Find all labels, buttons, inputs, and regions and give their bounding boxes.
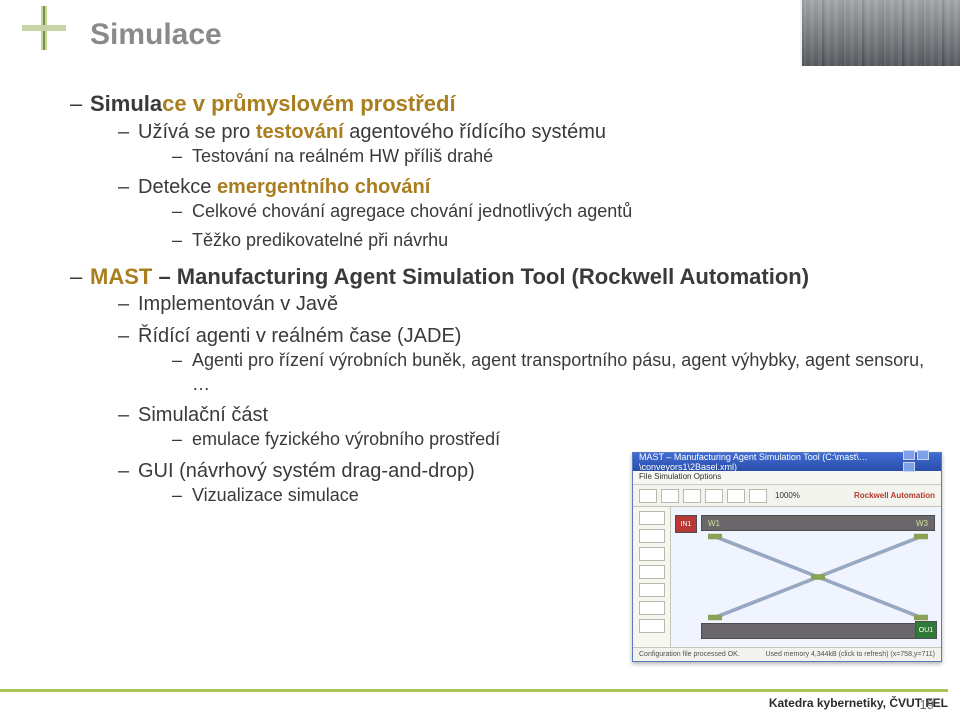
status-right: Used memory 4,344kB (click to refresh) (… [766,651,936,658]
tool-button[interactable] [661,489,679,503]
mast-titlebar: MAST – Manufacturing Agent Simulation To… [633,453,941,471]
page-number: 19 [920,697,934,712]
bullet-emulation: emulace fyzického výrobního prostředí [172,428,940,451]
window-buttons[interactable] [901,450,935,474]
text: – Manufacturing Agent Simulation Tool (R… [152,264,809,289]
bullet-testing: Užívá se pro testování agentového řídící… [118,119,940,168]
text: ční část [199,404,268,426]
palette-item[interactable] [639,601,665,615]
mast-menubar[interactable]: File Simulation Options [633,471,941,485]
text: Detekce [138,176,217,198]
text: Simula [138,404,199,426]
palette-item[interactable] [639,547,665,561]
rockwell-logo: Rockwell Automation [854,491,935,500]
text: Řídící agenti v reálném čase (JADE) [138,325,461,347]
text: agentového řídícího systému [344,121,606,143]
tool-button[interactable] [749,489,767,503]
text: ce v průmyslovém prostředí [162,91,455,116]
bullet-hard-predict: Těžko predikovatelné při návrhu [172,229,940,252]
conveyor-bottom[interactable] [701,623,935,639]
tool-button[interactable] [639,489,657,503]
slide: Simulace Simulace v průmyslovém prostřed… [0,0,960,720]
node-out[interactable]: OU1 [915,621,937,639]
corner-ornament [22,6,66,50]
footer: Katedra kybernetiky, ČVUT FEL 19 [0,689,948,710]
mast-statusbar: Configuration file processed OK. Used me… [633,647,941,661]
label: W1 [708,519,720,528]
tool-button[interactable] [683,489,701,503]
bullet-java: Implementován v Javě [118,291,940,317]
mast-canvas[interactable]: IN1 W1 W3 OU1 [671,507,941,647]
text: MAST [90,264,152,289]
conveyor-top[interactable]: W1 W3 [701,515,935,531]
status-left: Configuration file processed OK. [639,651,740,658]
text: testování [256,121,344,143]
tool-button[interactable] [705,489,723,503]
text: Užívá se pro [138,121,256,143]
bullet-aggregate: Celkové chování agregace chování jednotl… [172,200,940,223]
mast-window-title: MAST – Manufacturing Agent Simulation To… [639,452,901,472]
mast-screenshot: MAST – Manufacturing Agent Simulation To… [632,452,942,662]
speed-label: 1000% [775,491,800,500]
footer-text: Katedra kybernetiky, ČVUT FEL [0,696,948,710]
bullet-hw-costly: Testování na reálném HW příliš drahé [172,145,940,168]
text: GUI (návrhový systém drag-and-drop) [138,460,475,482]
slide-title: Simulace [90,18,222,52]
palette-item[interactable] [639,511,665,525]
text: emergentního chování [217,176,430,198]
cross-lines [701,531,935,623]
bullet-sim-part: Simulační část emulace fyzického výrobní… [118,402,940,451]
palette-item[interactable] [639,583,665,597]
node-in[interactable]: IN1 [675,515,697,533]
mast-palette [633,507,671,647]
tool-button[interactable] [727,489,745,503]
bullet-agents-list: Agenti pro řízení výrobních buněk, agent… [172,349,940,396]
label: W3 [916,519,928,528]
mast-toolbar: 1000% Rockwell Automation [633,485,941,507]
bullet-jade: Řídící agenti v reálném čase (JADE) Agen… [118,323,940,396]
palette-item[interactable] [639,529,665,543]
palette-item[interactable] [639,619,665,633]
header-photo [800,0,960,66]
bullet-sim-env: Simulace v průmyslovém prostředí Užívá s… [70,90,940,253]
text: Simula [90,91,162,116]
bullet-emergent: Detekce emergentního chování Celkové cho… [118,174,940,253]
palette-item[interactable] [639,565,665,579]
